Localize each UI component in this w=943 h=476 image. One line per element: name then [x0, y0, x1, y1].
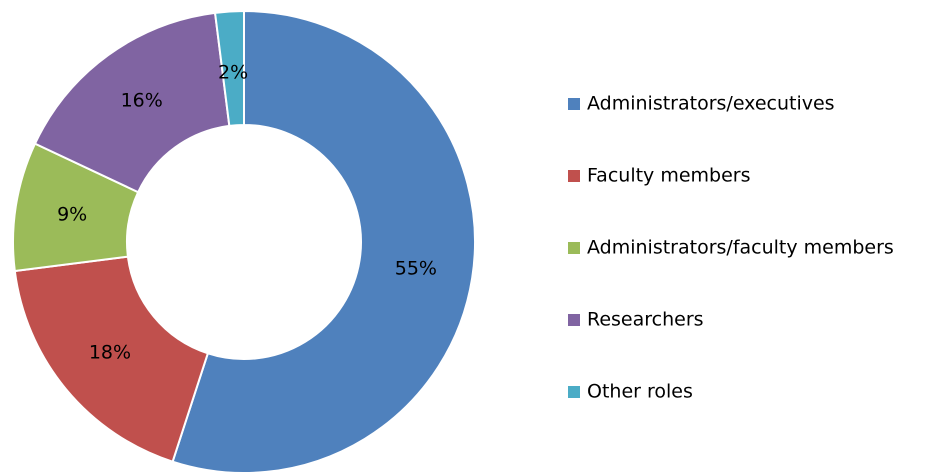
legend-swatch [568, 170, 580, 182]
legend-label: Administrators/faculty members [587, 237, 894, 259]
data-label: 2% [218, 62, 248, 84]
slice [33, 11, 231, 194]
legend-label: Researchers [587, 309, 704, 331]
legend-swatch [568, 98, 580, 110]
slice [13, 255, 210, 463]
data-label: 16% [121, 90, 163, 112]
data-label: 9% [57, 203, 87, 225]
legend-swatch [568, 386, 580, 398]
legend-swatch [568, 242, 580, 254]
slice [213, 9, 245, 128]
data-label: 18% [89, 341, 131, 363]
legend-label: Administrators/executives [587, 93, 835, 115]
data-label: 55% [395, 258, 437, 280]
legend-label: Other roles [587, 381, 693, 403]
slice [171, 9, 476, 474]
legend-label: Faculty members [587, 165, 751, 187]
legend-swatch [568, 314, 580, 326]
